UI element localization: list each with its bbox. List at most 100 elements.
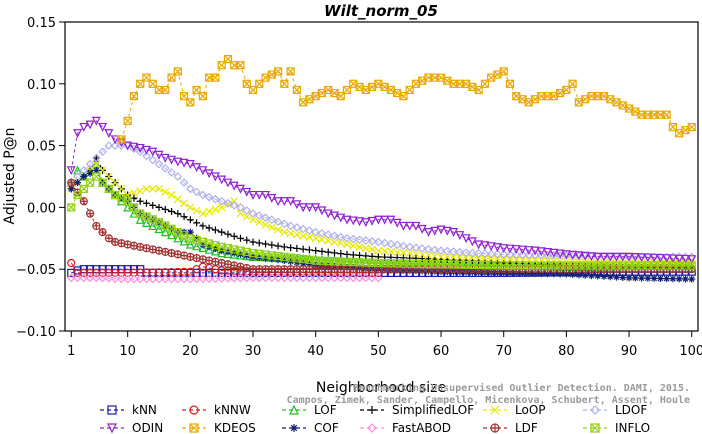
data-point: [687, 255, 697, 265]
data-point: [204, 274, 214, 284]
data-point: [580, 251, 590, 261]
legend-label: kNN: [132, 403, 157, 417]
x-tick-label: 10: [119, 344, 136, 359]
data-point: [268, 241, 276, 249]
data-point: [549, 251, 559, 260]
data-point: [66, 166, 76, 176]
data-point: [185, 239, 195, 249]
legend-label: COF: [314, 421, 339, 434]
data-point: [311, 273, 321, 283]
data-point: [79, 197, 88, 206]
data-point: [424, 244, 433, 254]
y-tick-label: 0.00: [27, 201, 56, 216]
data-point: [524, 246, 534, 256]
data-point: [292, 223, 302, 232]
data-point: [218, 228, 226, 236]
series-inflo: [67, 172, 696, 270]
data-point: [92, 160, 101, 169]
data-point: [123, 202, 133, 212]
data-point: [305, 233, 314, 241]
data-point: [198, 92, 207, 101]
data-point: [85, 273, 95, 283]
data-point: [155, 203, 163, 211]
legend-item-kdeos: KDEOS: [182, 421, 256, 434]
data-point: [386, 247, 395, 256]
data-point: [117, 268, 126, 278]
data-point: [217, 196, 227, 206]
data-point: [198, 209, 207, 218]
data-point: [336, 239, 345, 248]
data-point: [499, 244, 509, 254]
series-line: [70, 262, 379, 274]
data-point: [217, 274, 227, 283]
x-tick-label: 50: [370, 344, 387, 359]
data-point: [298, 224, 308, 234]
data-point: [73, 129, 83, 139]
data-point: [292, 273, 302, 283]
data-point: [223, 178, 233, 188]
data-point: [442, 226, 452, 236]
legend-item-lof: LOF: [282, 403, 337, 417]
plot-series: [66, 54, 697, 284]
data-point: [644, 274, 652, 282]
data-point: [217, 175, 227, 185]
legend-item-odin: ODIN: [100, 421, 163, 434]
data-point: [418, 250, 427, 259]
data-point: [142, 218, 151, 227]
data-point: [437, 252, 445, 261]
data-point: [142, 145, 151, 155]
data-point: [192, 274, 201, 284]
data-point: [493, 249, 502, 259]
data-point: [279, 197, 289, 207]
series-line: [70, 163, 692, 264]
data-point: [374, 273, 383, 283]
series-line: [70, 145, 692, 258]
legend-item-ldof: LDOF: [583, 403, 647, 417]
series-kdeos: [117, 54, 696, 144]
data-point: [455, 247, 465, 257]
legend-item-fastabod: FastABOD: [360, 421, 451, 434]
data-point: [161, 188, 170, 196]
data-point: [79, 265, 88, 274]
data-point: [349, 241, 358, 250]
data-point: [223, 198, 233, 208]
series-fastabod: [66, 273, 383, 284]
data-point: [606, 273, 614, 281]
data-point: [254, 273, 264, 283]
y-tick-label: −0.10: [16, 325, 56, 340]
data-point: [179, 158, 189, 168]
data-point: [198, 166, 208, 176]
data-point: [399, 248, 408, 257]
data-point: [148, 155, 158, 165]
data-point: [198, 190, 208, 200]
legend-label: SimplifiedLOF: [392, 403, 474, 417]
plot-frame: [64, 21, 699, 332]
data-point: [323, 209, 333, 219]
data-point: [380, 238, 389, 248]
data-point: [574, 251, 584, 261]
data-point: [129, 203, 139, 212]
data-point: [85, 120, 95, 130]
data-point: [180, 213, 188, 221]
data-point: [361, 218, 371, 228]
x-tick-label: 60: [433, 344, 450, 359]
data-point: [91, 273, 101, 283]
data-point: [461, 248, 471, 257]
data-point: [380, 247, 389, 256]
data-point: [392, 240, 402, 250]
legend-label: ODIN: [132, 421, 163, 434]
data-point: [411, 221, 421, 231]
data-point: [455, 231, 465, 241]
data-point: [80, 173, 88, 180]
data-point: [317, 229, 327, 238]
data-point: [205, 207, 214, 216]
data-point: [524, 250, 534, 260]
data-point: [311, 234, 320, 243]
data-point: [675, 275, 683, 283]
data-point: [680, 254, 690, 264]
data-point: [630, 252, 640, 262]
data-point: [299, 260, 307, 268]
data-point: [173, 195, 182, 204]
data-point: [167, 155, 177, 165]
data-point: [104, 141, 114, 150]
